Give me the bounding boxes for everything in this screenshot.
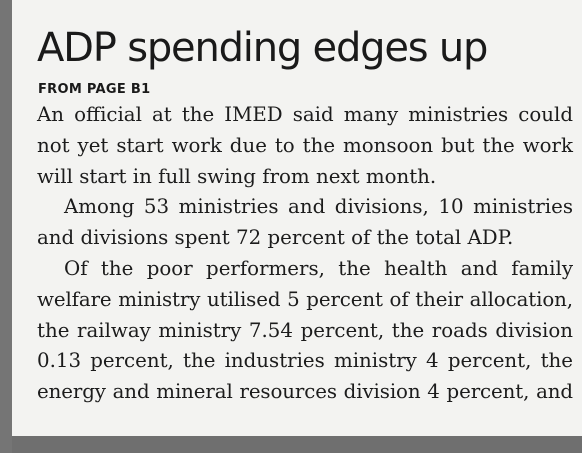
headline: ADP spending edges up [37, 25, 488, 71]
continuation-kicker: FROM PAGE B1 [38, 82, 151, 97]
body-line: not yet start work due to the monsoon bu… [37, 133, 573, 157]
body-line: Among 53 ministries and divisions, 10 mi… [64, 195, 573, 219]
body-line: welfare ministry utilised 5 percent of t… [37, 287, 573, 311]
body-line: will start in full swing from next month… [37, 164, 437, 188]
body-line: energy and mineral resources division 4 … [37, 380, 573, 404]
body-line: Of the poor performers, the health and f… [64, 256, 573, 280]
body-line: and divisions spent 72 percent of the to… [37, 226, 514, 250]
body-line: the railway ministry 7.54 percent, the r… [37, 318, 573, 342]
body-line: 0.13 percent, the industries ministry 4 … [37, 349, 573, 373]
left-column-rule [0, 0, 12, 453]
body-line: An official at the IMED said many minist… [37, 103, 573, 126]
bottom-column-rule [12, 436, 582, 453]
article-body: An official at the IMED said many minist… [37, 100, 573, 408]
